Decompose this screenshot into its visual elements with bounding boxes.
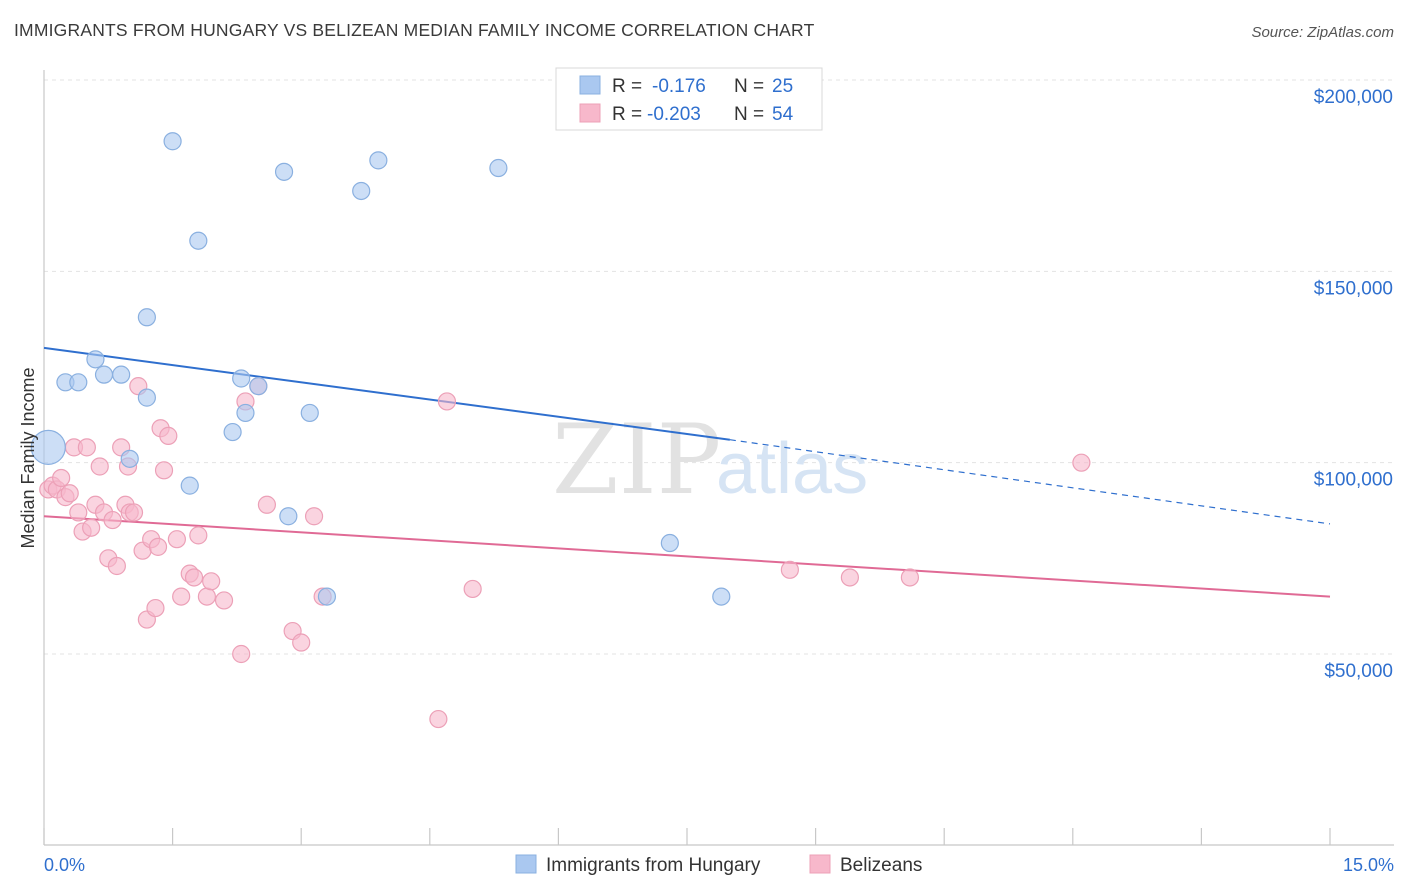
point-hungary bbox=[369, 151, 388, 170]
point-hungary bbox=[300, 403, 319, 423]
point-belizean bbox=[90, 457, 109, 476]
chart-title: IMMIGRANTS FROM HUNGARY VS BELIZEAN MEDI… bbox=[14, 20, 815, 40]
stats-r-label-belizeans: R = bbox=[612, 104, 642, 125]
watermark-zip: ZIP bbox=[552, 404, 721, 516]
y-tick-label: $200,000 bbox=[1314, 87, 1393, 108]
trend-line-hungary-extension bbox=[729, 439, 1331, 525]
point-hungary bbox=[86, 350, 105, 369]
stats-n-label-hungary: N = bbox=[734, 76, 764, 97]
x-tick-label-max: 15.0% bbox=[1343, 855, 1394, 875]
point-belizean bbox=[463, 579, 482, 599]
legend-label-hungary: Immigrants from Hungary bbox=[546, 855, 761, 876]
legend-swatch-belizeans bbox=[809, 854, 831, 874]
point-hungary bbox=[489, 158, 508, 178]
point-belizean bbox=[437, 392, 457, 411]
point-hungary bbox=[189, 231, 208, 250]
point-hungary bbox=[137, 308, 156, 327]
point-hungary bbox=[279, 507, 298, 526]
point-belizean bbox=[148, 537, 168, 556]
series-legend: Immigrants from Hungary Belizeans bbox=[515, 854, 922, 876]
stats-r-value-belizeans: -0.203 bbox=[647, 104, 701, 125]
x-tick-label-min: 0.0% bbox=[44, 855, 85, 875]
source-credit: Source: ZipAtlas.com bbox=[1251, 24, 1394, 41]
point-hungary bbox=[712, 587, 731, 606]
point-hungary bbox=[223, 422, 242, 442]
y-axis-title: Median Family Income bbox=[18, 367, 38, 548]
point-belizean bbox=[900, 568, 920, 587]
y-tick-label: $100,000 bbox=[1314, 470, 1393, 491]
y-tick-label: $150,000 bbox=[1314, 278, 1393, 299]
point-hungary bbox=[660, 533, 679, 553]
point-belizean bbox=[304, 507, 324, 526]
watermark-atlas: atlas bbox=[716, 429, 868, 509]
point-belizean bbox=[257, 495, 277, 514]
stats-r-value-hungary: -0.176 bbox=[652, 76, 706, 97]
grid-lines bbox=[44, 79, 1394, 655]
point-belizean bbox=[159, 426, 178, 445]
point-belizean bbox=[232, 644, 251, 664]
point-hungary bbox=[30, 429, 66, 465]
stats-swatch-belizeans bbox=[579, 103, 601, 123]
trend-line-hungary bbox=[43, 346, 730, 441]
y-tick-label: $50,000 bbox=[1324, 661, 1393, 682]
data-points bbox=[30, 132, 1091, 729]
point-hungary bbox=[180, 476, 199, 495]
point-belizean bbox=[77, 438, 96, 457]
legend-label-belizeans: Belizeans bbox=[840, 855, 922, 876]
point-hungary bbox=[249, 377, 268, 396]
x-ticks bbox=[43, 828, 1331, 845]
point-belizean bbox=[107, 556, 126, 576]
point-belizean bbox=[197, 587, 216, 606]
point-belizean bbox=[82, 518, 101, 537]
stats-box: R = -0.176 N = 25 R = -0.203 N = 54 bbox=[555, 67, 823, 131]
point-belizean bbox=[840, 568, 859, 587]
point-belizean bbox=[1072, 453, 1091, 472]
stats-n-value-belizeans: 54 bbox=[772, 104, 794, 125]
point-belizean bbox=[780, 560, 799, 579]
point-belizean bbox=[103, 510, 122, 530]
point-hungary bbox=[69, 373, 88, 392]
point-belizean bbox=[429, 709, 448, 729]
point-belizean bbox=[52, 468, 71, 488]
point-belizean bbox=[172, 587, 191, 606]
point-belizean bbox=[167, 530, 186, 549]
watermark: ZIP atlas bbox=[552, 404, 868, 516]
trend-line-belizeans bbox=[43, 515, 1331, 598]
point-hungary bbox=[317, 587, 337, 606]
point-hungary bbox=[232, 369, 251, 388]
point-belizean bbox=[189, 526, 208, 545]
point-hungary bbox=[352, 181, 371, 201]
point-hungary bbox=[94, 365, 114, 384]
point-hungary bbox=[236, 403, 255, 423]
trend-lines bbox=[43, 346, 1331, 598]
point-hungary bbox=[120, 449, 139, 468]
point-belizean bbox=[214, 591, 234, 610]
stats-n-label-belizeans: N = bbox=[734, 104, 764, 125]
point-belizean bbox=[154, 461, 174, 480]
point-belizean bbox=[202, 572, 221, 591]
legend-swatch-hungary bbox=[515, 854, 537, 874]
stats-swatch-hungary bbox=[579, 75, 601, 95]
y-tick-labels: $50,000 $100,000 $150,000 $200,000 bbox=[1314, 87, 1393, 682]
point-belizean bbox=[69, 503, 88, 522]
point-hungary bbox=[137, 388, 156, 407]
point-hungary bbox=[163, 132, 182, 151]
point-belizean bbox=[60, 484, 79, 503]
point-belizean bbox=[184, 568, 204, 587]
point-belizean bbox=[124, 503, 144, 522]
stats-n-value-hungary: 25 bbox=[772, 76, 793, 97]
point-belizean bbox=[292, 633, 311, 652]
point-belizean bbox=[146, 598, 165, 618]
point-hungary bbox=[274, 162, 294, 181]
stats-r-label-hungary: R = bbox=[612, 76, 642, 97]
point-hungary bbox=[112, 365, 131, 384]
